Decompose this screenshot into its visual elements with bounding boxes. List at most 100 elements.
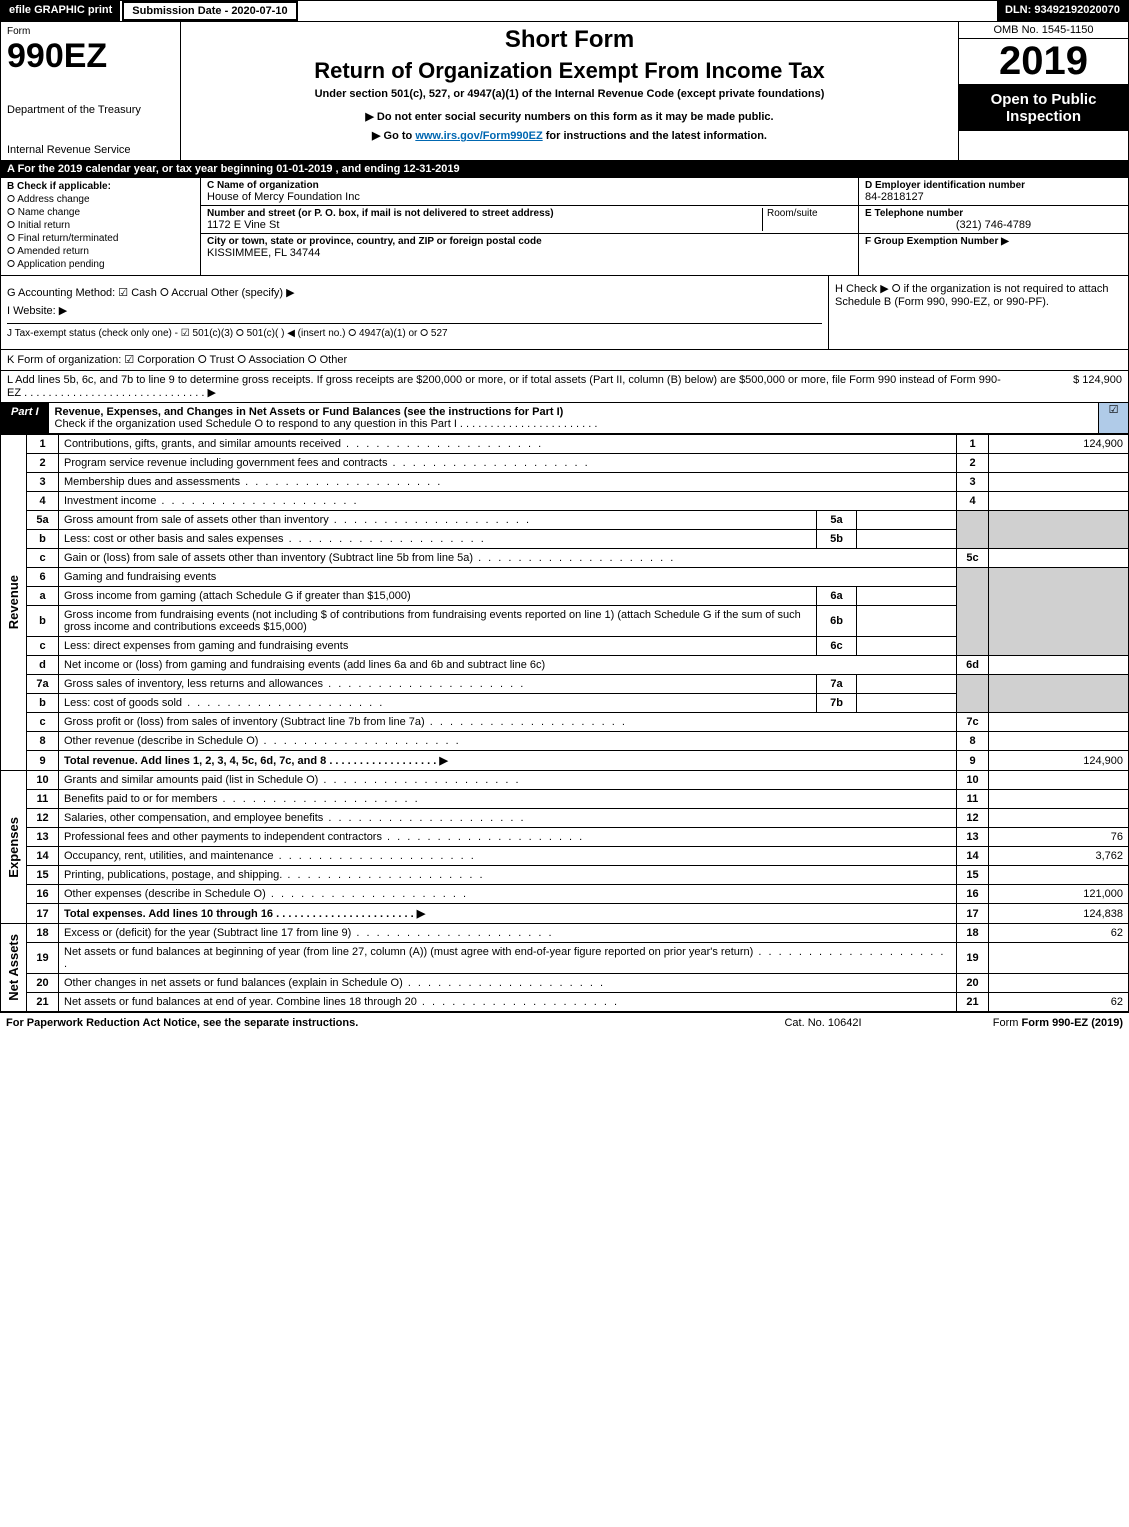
line8-amt <box>989 732 1129 751</box>
line16-rnum: 16 <box>957 885 989 904</box>
revenue-section-label: Revenue <box>6 575 21 629</box>
ein-value: 84-2818127 <box>865 191 1122 203</box>
line15-amt <box>989 866 1129 885</box>
line6c-num: c <box>27 637 59 656</box>
line1-rnum: 1 <box>957 435 989 454</box>
line5b-subamt <box>857 530 957 549</box>
line19-num: 19 <box>27 943 59 974</box>
line17-num: 17 <box>27 904 59 924</box>
line8-num: 8 <box>27 732 59 751</box>
line5c-num: c <box>27 549 59 568</box>
line7a-subamt <box>857 675 957 694</box>
line16-num: 16 <box>27 885 59 904</box>
omb-number: OMB No. 1545-1150 <box>959 22 1128 39</box>
efile-print-label[interactable]: efile GRAPHIC print <box>1 1 120 21</box>
j-tax-exempt-status: J Tax-exempt status (check only one) - ☑… <box>7 328 822 339</box>
line6b-subamt <box>857 606 957 637</box>
section-b-label: B Check if applicable: <box>7 181 194 192</box>
line1-amt: 124,900 <box>989 435 1129 454</box>
line14-amt: 3,762 <box>989 847 1129 866</box>
line15-desc: Printing, publications, postage, and shi… <box>59 866 957 885</box>
line8-desc: Other revenue (describe in Schedule O) <box>59 732 957 751</box>
line7a-desc: Gross sales of inventory, less returns a… <box>59 675 817 694</box>
line12-desc: Salaries, other compensation, and employ… <box>59 809 957 828</box>
c-name-label: C Name of organization <box>207 180 852 191</box>
irs-label: Internal Revenue Service <box>7 144 174 156</box>
line9-rnum: 9 <box>957 751 989 771</box>
line14-num: 14 <box>27 847 59 866</box>
dln-label: DLN: 93492192020070 <box>997 1 1128 21</box>
line20-rnum: 20 <box>957 974 989 993</box>
line18-rnum: 18 <box>957 924 989 943</box>
line10-amt <box>989 771 1129 790</box>
opt-address-change[interactable]: Address change <box>7 194 194 205</box>
line15-num: 15 <box>27 866 59 885</box>
no-ssn-warning: ▶ Do not enter social security numbers o… <box>187 110 952 123</box>
line7c-desc: Gross profit or (loss) from sales of inv… <box>59 713 957 732</box>
line11-amt <box>989 790 1129 809</box>
line6c-desc: Less: direct expenses from gaming and fu… <box>59 637 817 656</box>
line21-amt: 62 <box>989 993 1129 1012</box>
line13-rnum: 13 <box>957 828 989 847</box>
h-schedule-b-check: H Check ▶ ⭘ if the organization is not r… <box>828 276 1128 349</box>
line7c-num: c <box>27 713 59 732</box>
line6a-num: a <box>27 587 59 606</box>
line5c-desc: Gain or (loss) from sale of assets other… <box>59 549 957 568</box>
line19-rnum: 19 <box>957 943 989 974</box>
line7b-desc: Less: cost of goods sold <box>59 694 817 713</box>
org-address: 1172 E Vine St <box>207 219 762 231</box>
line7b-subamt <box>857 694 957 713</box>
l-value: $ 124,900 <box>1002 374 1122 399</box>
line7b-sub: 7b <box>817 694 857 713</box>
opt-initial-return[interactable]: Initial return <box>7 220 194 231</box>
line1-desc: Contributions, gifts, grants, and simila… <box>59 435 957 454</box>
line5a-subamt <box>857 511 957 530</box>
line4-rnum: 4 <box>957 492 989 511</box>
line12-rnum: 12 <box>957 809 989 828</box>
line21-rnum: 21 <box>957 993 989 1012</box>
l-text: L Add lines 5b, 6c, and 7b to line 9 to … <box>7 374 1002 399</box>
org-name: House of Mercy Foundation Inc <box>207 191 852 203</box>
line19-amt <box>989 943 1129 974</box>
line6d-desc: Net income or (loss) from gaming and fun… <box>59 656 957 675</box>
line16-amt: 121,000 <box>989 885 1129 904</box>
line13-desc: Professional fees and other payments to … <box>59 828 957 847</box>
l-gross-receipts: L Add lines 5b, 6c, and 7b to line 9 to … <box>0 371 1129 403</box>
opt-final-return[interactable]: Final return/terminated <box>7 233 194 244</box>
line13-amt: 76 <box>989 828 1129 847</box>
line5a-num: 5a <box>27 511 59 530</box>
line4-num: 4 <box>27 492 59 511</box>
line5b-sub: 5b <box>817 530 857 549</box>
line15-rnum: 15 <box>957 866 989 885</box>
line7c-amt <box>989 713 1129 732</box>
line4-desc: Investment income <box>59 492 957 511</box>
line7b-num: b <box>27 694 59 713</box>
line6b-desc: Gross income from fundraising events (no… <box>59 606 817 637</box>
line2-rnum: 2 <box>957 454 989 473</box>
line20-num: 20 <box>27 974 59 993</box>
opt-application-pending[interactable]: Application pending <box>7 259 194 270</box>
line14-desc: Occupancy, rent, utilities, and maintena… <box>59 847 957 866</box>
line12-amt <box>989 809 1129 828</box>
opt-name-change[interactable]: Name change <box>7 207 194 218</box>
line10-rnum: 10 <box>957 771 989 790</box>
line9-amt: 124,900 <box>989 751 1129 771</box>
form-label: Form <box>7 26 174 37</box>
line7a-num: 7a <box>27 675 59 694</box>
expenses-section-label: Expenses <box>6 817 21 878</box>
short-form-title: Short Form <box>187 26 952 54</box>
part1-table: Revenue 1 Contributions, gifts, grants, … <box>0 434 1129 1012</box>
line17-rnum: 17 <box>957 904 989 924</box>
line11-num: 11 <box>27 790 59 809</box>
irs-link[interactable]: www.irs.gov/Form990EZ <box>415 130 542 142</box>
line6a-subamt <box>857 587 957 606</box>
line6b-num: b <box>27 606 59 637</box>
part1-schedule-o-checkbox[interactable]: ☑ <box>1098 403 1128 433</box>
netassets-section-label: Net Assets <box>6 934 21 1001</box>
opt-amended-return[interactable]: Amended return <box>7 246 194 257</box>
part1-title: Revenue, Expenses, and Changes in Net As… <box>55 406 564 418</box>
line3-desc: Membership dues and assessments <box>59 473 957 492</box>
line16-desc: Other expenses (describe in Schedule O) <box>59 885 957 904</box>
line5b-desc: Less: cost or other basis and sales expe… <box>59 530 817 549</box>
line17-amt: 124,838 <box>989 904 1129 924</box>
